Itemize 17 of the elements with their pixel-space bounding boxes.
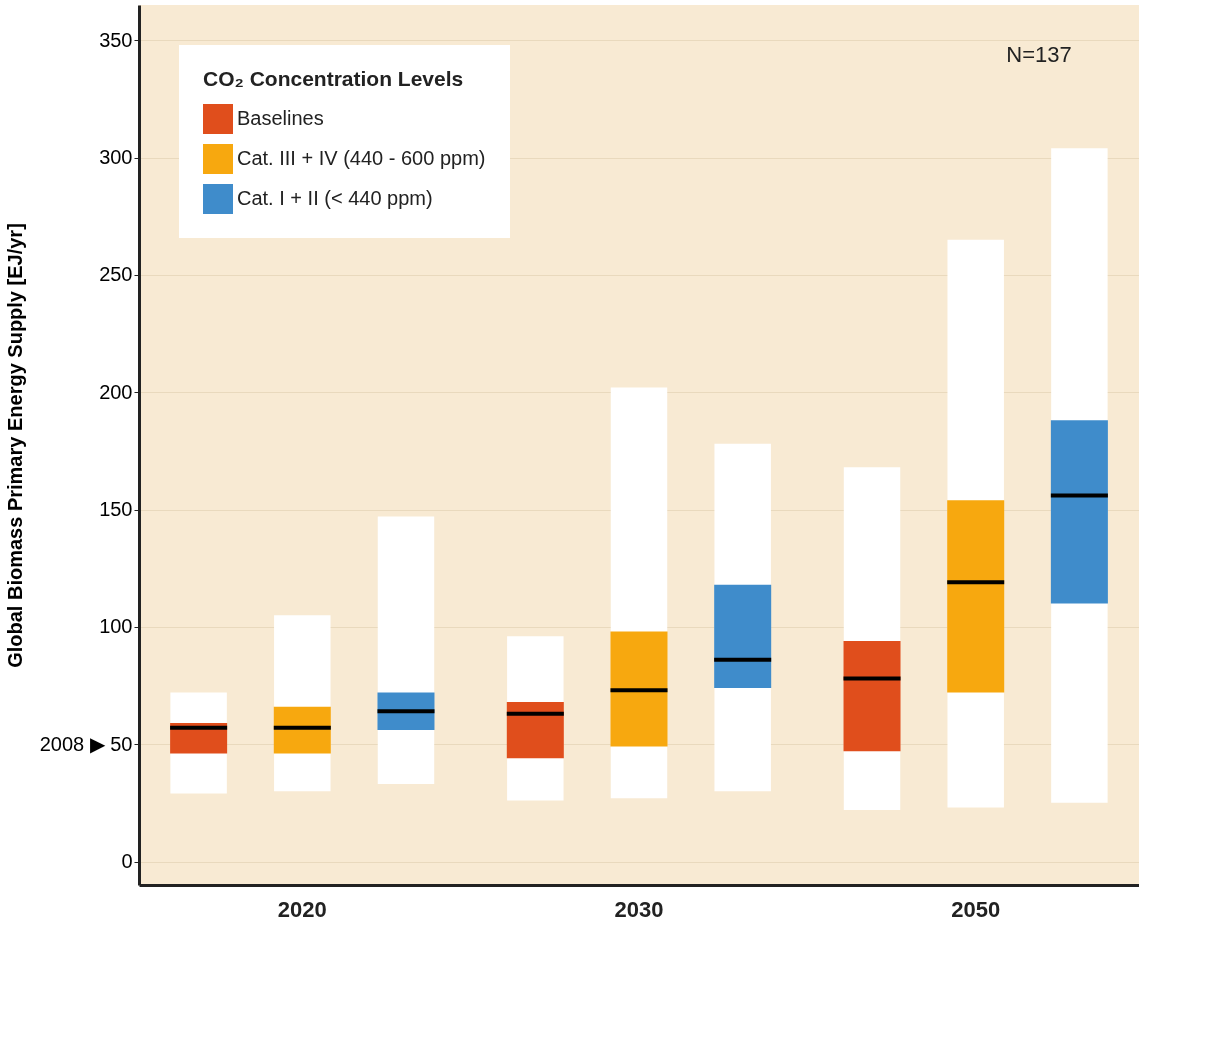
legend-label: Baselines — [237, 107, 324, 129]
x-tick-label: 2030 — [614, 896, 664, 922]
y-tick-label: 0 — [121, 850, 133, 873]
y-tick-label: 300 — [99, 146, 133, 169]
y-tick-label: 2008 ▶ 50 — [39, 732, 133, 755]
x-tick-label: 2020 — [277, 896, 327, 922]
y-axis-title: Global Biomass Primary Energy Supply [EJ/yr] — [3, 223, 26, 668]
y-tick-label: 200 — [99, 380, 133, 403]
annotation: N=137 — [1006, 42, 1072, 67]
x-tick-label: 2050 — [951, 896, 1001, 922]
y-tick-label: 150 — [99, 498, 133, 521]
y-tick-label: 250 — [99, 263, 133, 286]
legend-title: CO₂ Concentration Levels — [203, 67, 464, 90]
y-tick-label: 350 — [99, 28, 133, 51]
legend-label: Cat. I + II (< 440 ppm) — [237, 187, 433, 209]
y-tick-label: 100 — [99, 615, 133, 638]
legend-label: Cat. III + IV (440 - 600 ppm) — [237, 147, 486, 169]
